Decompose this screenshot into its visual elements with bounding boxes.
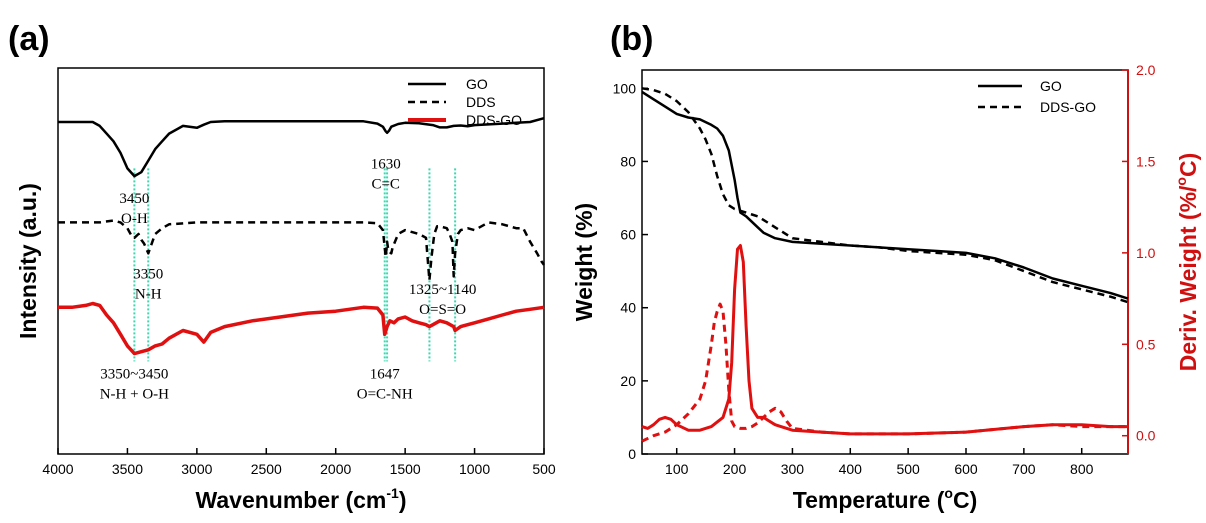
y-tick-label: 80 [620,153,636,169]
legend-label-dds-go: DDS-GO [466,112,522,128]
panel-a-annotations: 3450 O-H 1630 C=C 3350 N-H 1325~1140 O=S=O 3350~… [100,156,477,402]
y2-tick-label: 0.0 [1136,428,1156,444]
annotation-wavenumber: 1647 [370,367,401,383]
annotation-wavenumber: 1630 [371,156,401,172]
legend-label-b-go: GO [1040,78,1062,94]
x-tick-label: 300 [781,461,805,477]
panel-a-series [58,116,546,356]
panel-a: (a) 4000 3500 3000 2500 2000 1500 1000 500 3450… [8,20,556,513]
panel-b-x-ticks: 100 200 300 400 500 600 700 800 [665,448,1094,477]
x-tick-label: 100 [665,461,689,477]
y2-tick-label: 1.0 [1136,245,1156,261]
annotation-group: O-H [121,211,148,227]
y-tick-label: 0 [628,446,636,462]
panel-a-x-axis-label: Wavenumber (cm-1) [196,485,407,513]
panel-b-legend: GO DDS-GO [978,78,1096,115]
x-tick-label: 400 [839,461,863,477]
series-line-go [58,116,545,178]
x-tick-label: 2000 [320,461,351,477]
panel-b-series [641,87,1129,443]
annotation-group: O=S=O [419,302,466,318]
legend-label-b-dds-go: DDS-GO [1040,99,1096,115]
x-tick-label: 600 [954,461,978,477]
panel-a-y-axis-label: Intensity (a.u.) [15,183,41,339]
x-tick-label: 500 [532,461,556,477]
annotation-group: N-H + O-H [100,387,169,403]
panel-b: (b) 100 200 300 400 500 600 700 800 0 20 40 60 80 10… [571,20,1201,513]
panel-a-x-ticks: 4000 3500 3000 2500 2000 1500 1000 500 [42,448,556,477]
y-tick-label: 60 [620,227,636,243]
annotation-group: C=C [371,176,399,192]
panel-b-y2-ticks: 0.0 0.5 1.0 1.5 2.0 [1122,62,1156,444]
x-tick-label: 200 [723,461,747,477]
panel-a-frame [57,67,545,455]
annotation-group: O=C-NH [357,387,413,403]
x-tick-label: 1500 [390,461,421,477]
panel-b-x-axis-label: Temperature (oC) [793,485,978,513]
x-tick-label: 800 [1070,461,1094,477]
annotation-group: N-H [135,286,162,302]
series-line-dds-go-y [641,87,1129,304]
annotation-wavenumber: 3350~3450 [100,367,168,383]
legend-label-go: GO [466,76,488,92]
x-tick-label: 3000 [181,461,212,477]
series-line-go-y2 [641,244,1128,436]
y-tick-label: 100 [613,80,637,96]
panel-b-y-ticks: 0 20 40 60 80 100 [613,80,648,462]
x-tick-label: 4000 [42,461,73,477]
panel-b-y2-axis-label: Deriv. Weight (%/oC) [1173,153,1201,372]
x-tick-label: 3500 [112,461,143,477]
x-tick-label: 700 [1012,461,1036,477]
panel-b-label: (b) [610,20,653,58]
series-line-dds-go [58,301,545,356]
y2-tick-label: 1.5 [1136,153,1156,169]
series-line-dds [58,219,546,282]
series-line-go-y [641,90,1129,300]
series-line-dds-go-y2 [641,302,1128,443]
y2-tick-label: 2.0 [1136,62,1156,78]
y-tick-label: 40 [620,300,636,316]
x-tick-label: 500 [896,461,920,477]
y2-tick-label: 0.5 [1136,336,1156,352]
annotation-wavenumber: 3350 [133,266,163,282]
x-tick-label: 1000 [459,461,490,477]
panel-a-legend: GO DDS DDS-GO [408,76,522,128]
panel-a-label: (a) [8,20,50,58]
annotation-wavenumber: 3450 [119,191,149,207]
legend-label-dds: DDS [466,94,496,110]
annotation-wavenumber: 1325~1140 [409,282,477,298]
y-tick-label: 20 [620,373,636,389]
panel-b-y-axis-label: Weight (%) [571,203,597,321]
x-tick-label: 2500 [251,461,282,477]
